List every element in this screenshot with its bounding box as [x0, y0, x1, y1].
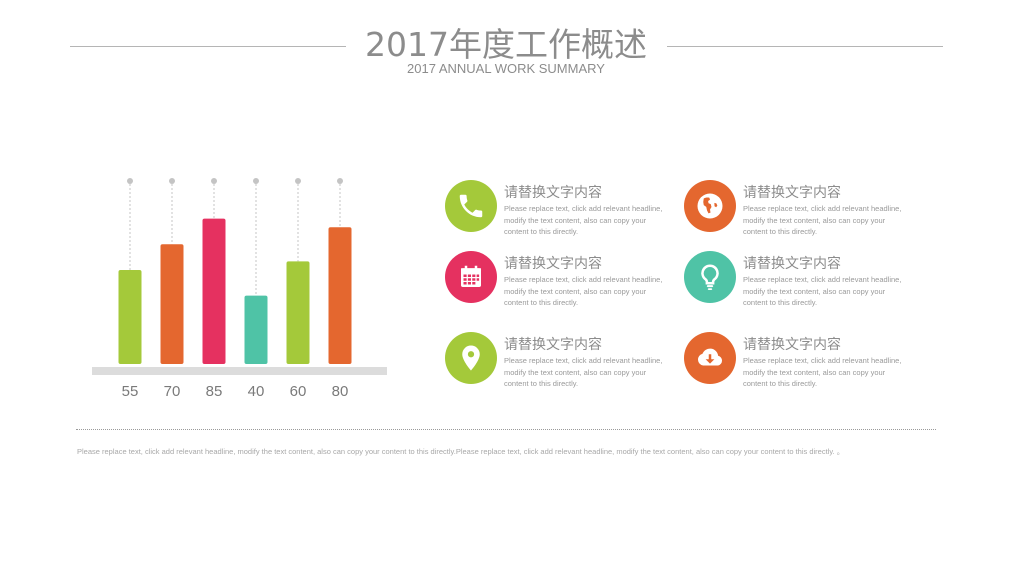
bar: [118, 269, 142, 364]
feature-text: Please replace text, click add relevant …: [504, 275, 663, 307]
feature-heading: 请替换文字内容: [504, 337, 602, 353]
bar: [202, 218, 226, 364]
header-rule-left: [70, 46, 346, 47]
feature-text: Please replace text, click add relevant …: [743, 356, 902, 388]
feature-heading: 请替换文字内容: [743, 185, 841, 201]
bar: [244, 295, 268, 364]
lightbulb-icon: [684, 251, 736, 303]
feature-heading: 请替换文字内容: [743, 337, 841, 353]
globe-icon: [684, 180, 736, 232]
phone-icon: [445, 180, 497, 232]
feature-text: Please replace text, click add relevant …: [504, 356, 663, 388]
bar-top-marker: [169, 178, 175, 184]
bar: [160, 244, 184, 364]
bar-label: 85: [206, 383, 223, 400]
bar: [328, 227, 352, 364]
cloud-download-icon: [684, 332, 736, 384]
feature-item-4: 请替换文字内容 Please replace text, click add r…: [684, 251, 914, 321]
chart-baseline: [92, 367, 387, 375]
bar: [286, 261, 310, 364]
feature-heading: 请替换文字内容: [504, 185, 602, 201]
bar-top-marker: [337, 178, 343, 184]
bar-label: 70: [164, 383, 181, 400]
page-subtitle: 2017 ANNUAL WORK SUMMARY: [407, 61, 605, 76]
bar-top-marker: [127, 178, 133, 184]
bar-label: 80: [332, 383, 349, 400]
feature-text: Please replace text, click add relevant …: [504, 204, 663, 236]
footer-divider: [76, 429, 936, 430]
calendar-icon: [445, 251, 497, 303]
bar-top-marker: [211, 178, 217, 184]
bar-chart: 55 70 85 40 60 80: [92, 178, 387, 400]
feature-text: Please replace text, click add relevant …: [743, 204, 902, 236]
feature-item-5: 请替换文字内容 Please replace text, click add r…: [445, 332, 675, 402]
header-rule-right: [667, 46, 943, 47]
feature-item-1: 请替换文字内容 Please replace text, click add r…: [445, 180, 675, 250]
footer-text: Please replace text, click add relevant …: [77, 447, 845, 456]
feature-heading: 请替换文字内容: [504, 256, 602, 272]
bar-top-marker: [295, 178, 301, 184]
bar-label: 55: [122, 383, 139, 400]
feature-item-6: 请替换文字内容 Please replace text, click add r…: [684, 332, 914, 402]
feature-heading: 请替换文字内容: [743, 256, 841, 272]
bar-top-marker: [253, 178, 259, 184]
page-title: 2017年度工作概述: [365, 25, 647, 64]
bar-label: 40: [248, 383, 265, 400]
feature-item-3: 请替换文字内容 Please replace text, click add r…: [445, 251, 675, 321]
feature-text: Please replace text, click add relevant …: [743, 275, 902, 307]
feature-item-2: 请替换文字内容 Please replace text, click add r…: [684, 180, 914, 250]
bar-label: 60: [290, 383, 307, 400]
location-pin-icon: [445, 332, 497, 384]
